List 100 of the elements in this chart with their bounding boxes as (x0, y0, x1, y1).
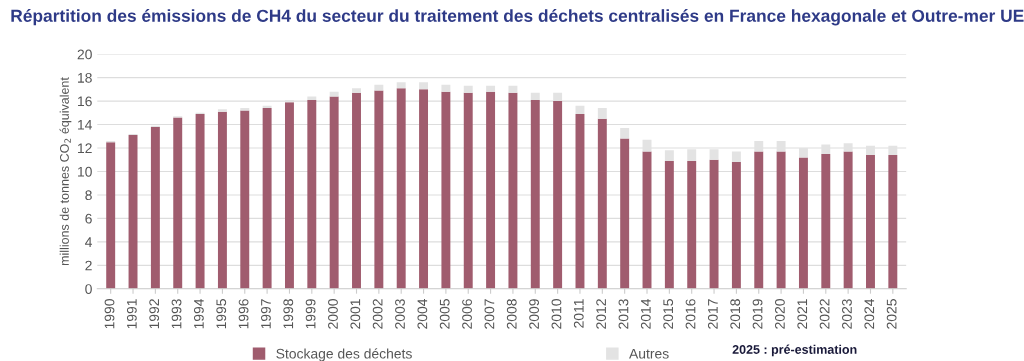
x-tick-label: 2021 (797, 299, 808, 329)
x-tick-label: 1998 (283, 299, 294, 329)
x-tick-label: 2008 (506, 299, 517, 329)
bar (441, 91, 451, 289)
y-tick-label: 20 (77, 49, 92, 60)
y-tick-label: 14 (78, 120, 93, 130)
y-tick-label: 16 (78, 96, 92, 107)
x-tick-label: 2012 (596, 299, 607, 329)
x-tick-label: 2022 (819, 299, 830, 329)
bar (508, 92, 518, 289)
x-tick-label: 2023 (842, 299, 852, 329)
bar (888, 155, 898, 289)
bar (776, 151, 786, 289)
x-tick-label: 1994 (193, 298, 204, 329)
x-tick-label: 1999 (305, 299, 316, 329)
x-tick-label: 1992 (149, 299, 160, 329)
bar (329, 96, 339, 289)
bar (731, 162, 741, 289)
legend-label: Stockage des déchets (276, 348, 412, 361)
bar (530, 92, 540, 100)
x-tick-label: 1990 (104, 299, 115, 329)
bar (173, 117, 183, 289)
bar (530, 99, 540, 289)
bar (352, 92, 361, 289)
bar (150, 126, 160, 289)
x-tick-label: 2018 (730, 299, 741, 329)
x-tick-label: 2006 (462, 299, 472, 329)
bar (486, 85, 496, 92)
bar (754, 151, 764, 289)
bar (798, 157, 808, 289)
bar (463, 92, 473, 289)
bar (463, 85, 473, 93)
x-tick-label: 2004 (417, 298, 428, 329)
chart-title: Répartition des émissions de CH4 du secteur du traitement des déchets centralisés en France hexagonale et Outre-mer UE (11, 9, 1024, 26)
x-tick-label: 2020 (774, 299, 785, 329)
bar (843, 151, 853, 289)
bar (687, 160, 697, 289)
x-tick-label: 2025 (886, 299, 897, 329)
bar (262, 108, 272, 289)
bar (508, 85, 518, 93)
bar (664, 160, 674, 289)
text: 2025 : pré-estimation (732, 344, 857, 357)
bar (374, 84, 384, 91)
y-tick-label: 10 (78, 166, 92, 177)
bar (240, 110, 250, 289)
bar (307, 96, 317, 100)
bar (307, 99, 317, 289)
y-tick-label: 18 (78, 72, 92, 83)
y-tick-label: 12 (78, 143, 92, 154)
x-tick-label: 2019 (752, 299, 763, 329)
bar (195, 113, 205, 289)
x-tick-label: 2003 (395, 299, 405, 329)
x-tick-label: 2024 (864, 298, 875, 329)
bar (731, 151, 741, 163)
bar (419, 89, 429, 289)
bar (553, 101, 563, 289)
y-tick-label: 6 (85, 213, 92, 224)
x-tick-label: 1997 (261, 299, 271, 329)
x-tick-label: 2016 (685, 299, 696, 329)
bar (374, 90, 384, 289)
x-tick-label: 2007 (484, 299, 495, 329)
bar (217, 109, 227, 112)
bar (709, 159, 719, 289)
x-tick-label: 1991 (126, 299, 137, 329)
legend-label: Autres (629, 348, 669, 359)
bar (396, 88, 406, 289)
x-tick-label: 2002 (372, 299, 383, 329)
x-tick-label: 2013 (618, 299, 629, 329)
x-tick-label: 1996 (238, 299, 249, 329)
x-tick-label: 2000 (328, 299, 338, 329)
bar (217, 111, 227, 289)
bar (620, 138, 630, 289)
bar (352, 88, 361, 93)
bar (106, 142, 116, 289)
bar (441, 84, 451, 92)
bar (396, 82, 406, 89)
bar (284, 102, 294, 289)
y-tick-label: 2 (85, 260, 92, 271)
x-tick-label: 1993 (171, 299, 182, 329)
x-tick-label: 2005 (439, 299, 450, 329)
y-tick-label: 0 (85, 284, 92, 294)
bar (866, 155, 875, 289)
x-tick-label: 2010 (551, 299, 562, 329)
bar (620, 128, 630, 139)
bar (597, 118, 607, 289)
x-tick-label: 2015 (663, 299, 674, 329)
x-tick-label: 2011 (573, 299, 584, 328)
bar (419, 82, 429, 90)
y-axis-title: millions de tonnes CO$_{2}$ équivalent (59, 77, 72, 266)
x-tick-label: 2009 (529, 299, 540, 329)
y-tick-label: 4 (85, 237, 93, 247)
x-tick-label: 2017 (707, 299, 718, 329)
x-tick-label: 2001 (350, 299, 361, 329)
y-tick-label: 8 (85, 190, 92, 201)
bar (486, 91, 496, 289)
x-tick-label: 1995 (216, 299, 227, 329)
bar (128, 135, 138, 289)
bar (597, 108, 607, 119)
x-tick-label: 2014 (640, 298, 651, 329)
bar (821, 153, 831, 289)
